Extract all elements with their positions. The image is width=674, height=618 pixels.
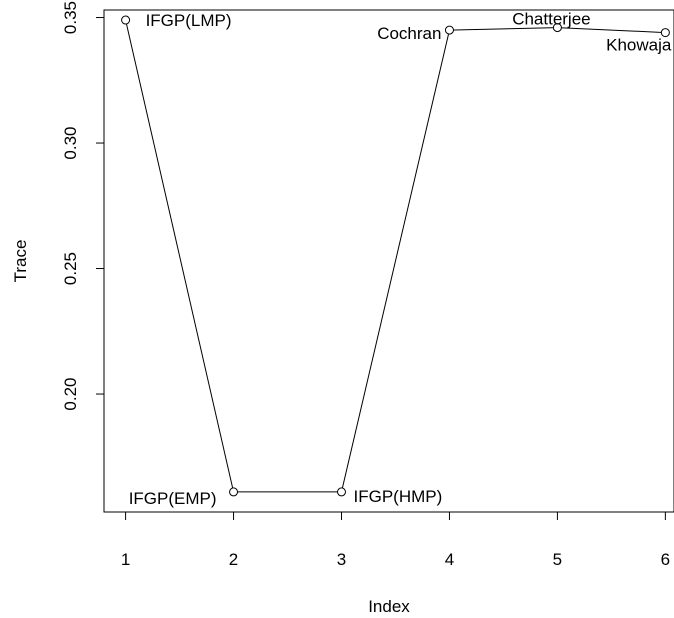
data-point (121, 15, 131, 25)
series-line-segment (449, 27, 558, 31)
point-label: Khowaja (606, 36, 672, 55)
x-tick-label: 2 (229, 550, 238, 569)
series-line-segment (557, 27, 666, 34)
series (121, 15, 670, 497)
y-tick-label: 0.30 (61, 126, 80, 159)
y-axis: 0.20 0.25 0.30 0.35 (61, 1, 104, 411)
x-tick-label: 5 (553, 550, 562, 569)
x-tick-label: 6 (661, 550, 670, 569)
data-point (552, 23, 562, 33)
x-axis-title: Index (368, 597, 410, 616)
series-line-segment (125, 19, 235, 493)
data-point (660, 28, 670, 38)
point-label: IFGP(HMP) (354, 487, 443, 506)
y-tick-label: 0.20 (61, 377, 80, 410)
y-tick-label: 0.35 (61, 1, 80, 34)
plot-box (103, 9, 674, 513)
x-tick-label: 3 (337, 550, 346, 569)
y-axis-title: Trace (11, 240, 30, 283)
data-point (444, 25, 454, 35)
series-line-segment (341, 29, 450, 493)
point-label: Chatterjee (512, 10, 590, 29)
data-point (337, 487, 346, 497)
point-label: IFGP(EMP) (129, 489, 217, 508)
y-tick-label: 0.25 (61, 252, 80, 285)
point-label: Cochran (377, 24, 441, 43)
x-tick-label: 4 (445, 550, 454, 569)
point-labels: IFGP(LMP) IFGP(EMP) IFGP(HMP) Cochran Chatte… (129, 10, 672, 508)
x-tick-label: 1 (121, 550, 130, 569)
data-point (229, 487, 239, 497)
x-axis: 1 2 3 4 5 6 (121, 512, 670, 569)
point-label: IFGP(LMP) (146, 11, 232, 30)
